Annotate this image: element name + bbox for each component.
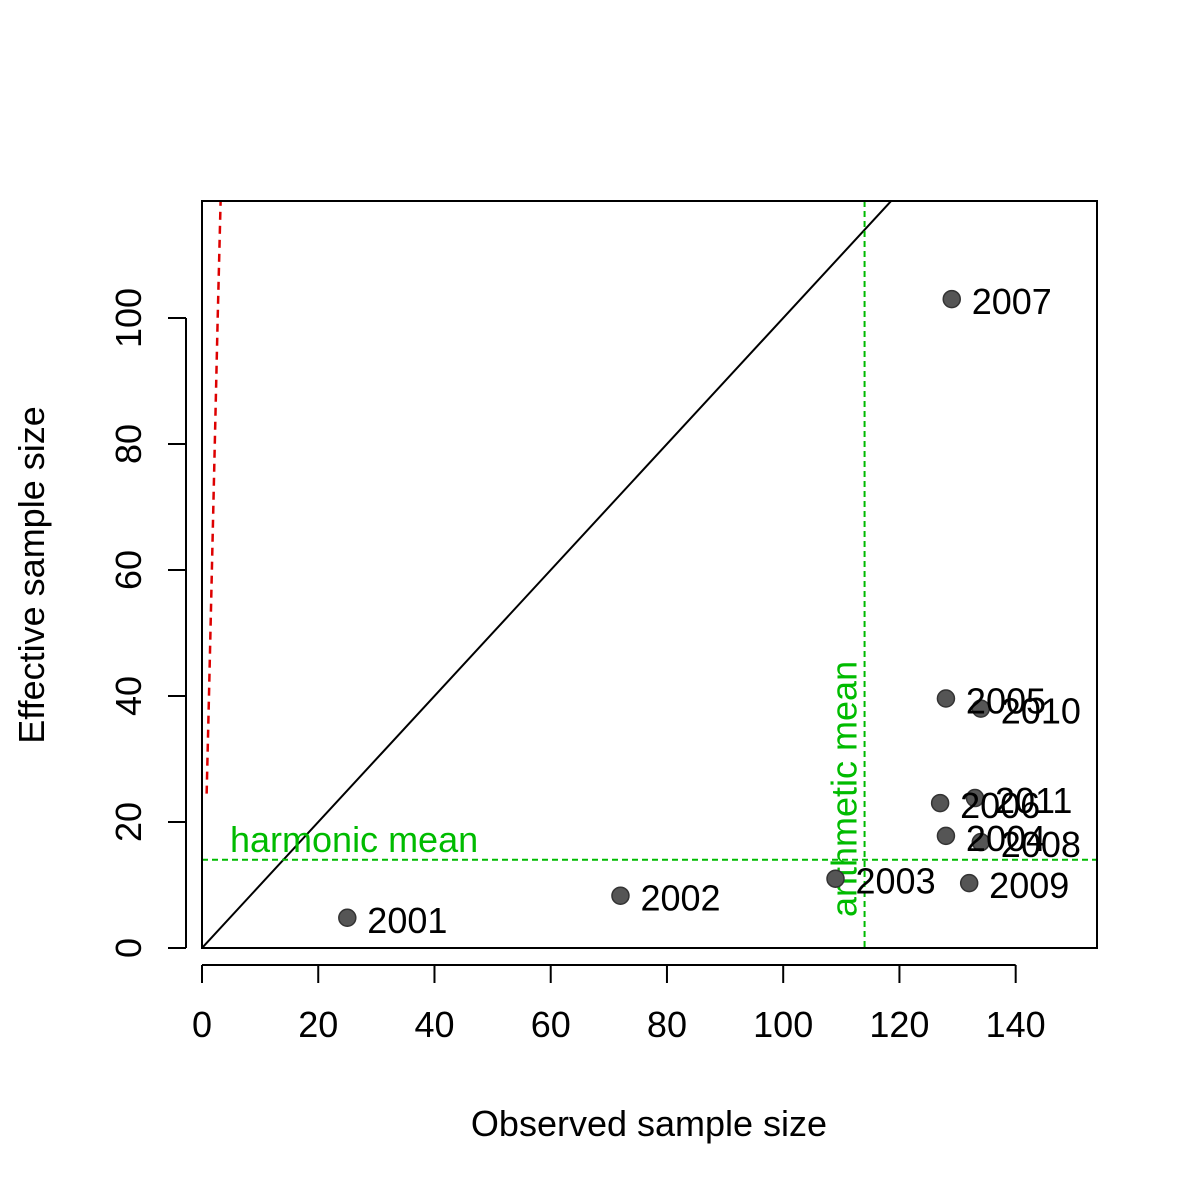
harmonic-mean-label: harmonic mean bbox=[230, 819, 478, 860]
data-point bbox=[971, 699, 991, 718]
data-point bbox=[930, 793, 950, 813]
x-axis-label: Observed sample size bbox=[471, 1103, 827, 1144]
plot-frame bbox=[201, 200, 1098, 949]
y-axis: 0 20 40 60 80 100 bbox=[108, 288, 187, 958]
data-point-label: 2006 bbox=[960, 785, 1040, 826]
y-tick-label: 40 bbox=[108, 676, 149, 716]
data-point-label: 2002 bbox=[640, 878, 720, 919]
y-tick-label: 80 bbox=[108, 424, 149, 464]
x-tick-label: 60 bbox=[531, 1004, 571, 1045]
data-point bbox=[959, 873, 979, 893]
data-point bbox=[942, 289, 961, 309]
data-point bbox=[971, 832, 991, 852]
data-point bbox=[965, 788, 985, 808]
data-point bbox=[826, 869, 845, 888]
data-point-label: 2011 bbox=[995, 780, 1072, 821]
y-axis-label: Effective sample size bbox=[11, 406, 52, 743]
data-point-label: 2007 bbox=[972, 281, 1052, 322]
x-axis: 0 20 40 60 80 100 120 140 bbox=[192, 964, 1046, 1045]
data-point-label: 2005 bbox=[966, 681, 1046, 722]
data-point-label: 2010 bbox=[1001, 691, 1081, 732]
one-to-one-line bbox=[202, 201, 893, 948]
x-tick-label: 140 bbox=[986, 1004, 1046, 1045]
data-point-label: 2009 bbox=[989, 865, 1069, 906]
y-tick-label: 20 bbox=[108, 802, 149, 842]
data-point-label: 2001 bbox=[367, 900, 447, 941]
y-tick-label: 0 bbox=[108, 938, 149, 958]
data-point bbox=[936, 689, 956, 708]
data-point-label: 2004 bbox=[966, 818, 1046, 859]
x-tick-label: 120 bbox=[869, 1004, 929, 1045]
fit-curve-line bbox=[205, 201, 222, 794]
data-point bbox=[936, 826, 956, 846]
x-tick-label: 0 bbox=[192, 1004, 212, 1045]
x-tick-label: 40 bbox=[414, 1004, 454, 1045]
x-tick-label: 20 bbox=[298, 1004, 338, 1045]
data-point bbox=[611, 886, 630, 905]
data-point-label: 2003 bbox=[856, 861, 936, 902]
data-point bbox=[338, 908, 357, 928]
x-tick-label: 80 bbox=[647, 1004, 687, 1045]
x-tick-label: 100 bbox=[753, 1004, 813, 1045]
y-tick-label: 100 bbox=[108, 288, 149, 348]
data-point-label: 2008 bbox=[1001, 824, 1081, 865]
y-tick-label: 60 bbox=[108, 550, 149, 590]
